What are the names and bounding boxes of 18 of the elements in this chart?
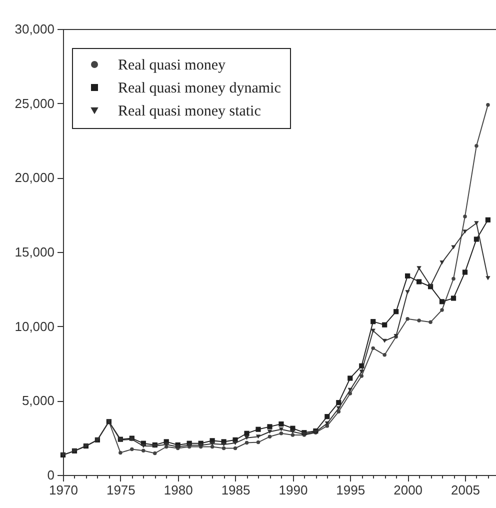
x-tick-label: 2005 [451, 482, 480, 498]
y-tick-label: 25,000 [14, 96, 54, 111]
x-tick-label: 1980 [164, 482, 193, 498]
x-tick-label: 1995 [336, 482, 366, 498]
y-tick-label: 0 [47, 468, 54, 482]
legend-label: Real quasi money [118, 58, 226, 74]
y-tick-label: 20,000 [14, 170, 54, 186]
legend-label: Real quasi money dynamic [118, 80, 282, 96]
x-tick-label: 1970 [49, 482, 78, 498]
y-tick-label: 5,000 [22, 393, 54, 408]
x-tick-label: 1975 [106, 482, 136, 498]
y-tick-label: 15,000 [14, 244, 54, 260]
x-tick-label: 2000 [394, 482, 423, 498]
x-tick-label: 1985 [221, 482, 250, 498]
x-tick-label: 1990 [278, 482, 308, 498]
legend-label: Real quasi money static [118, 104, 262, 120]
y-tick-label: 30,000 [14, 22, 54, 36]
y-tick-label: 10,000 [14, 318, 54, 334]
